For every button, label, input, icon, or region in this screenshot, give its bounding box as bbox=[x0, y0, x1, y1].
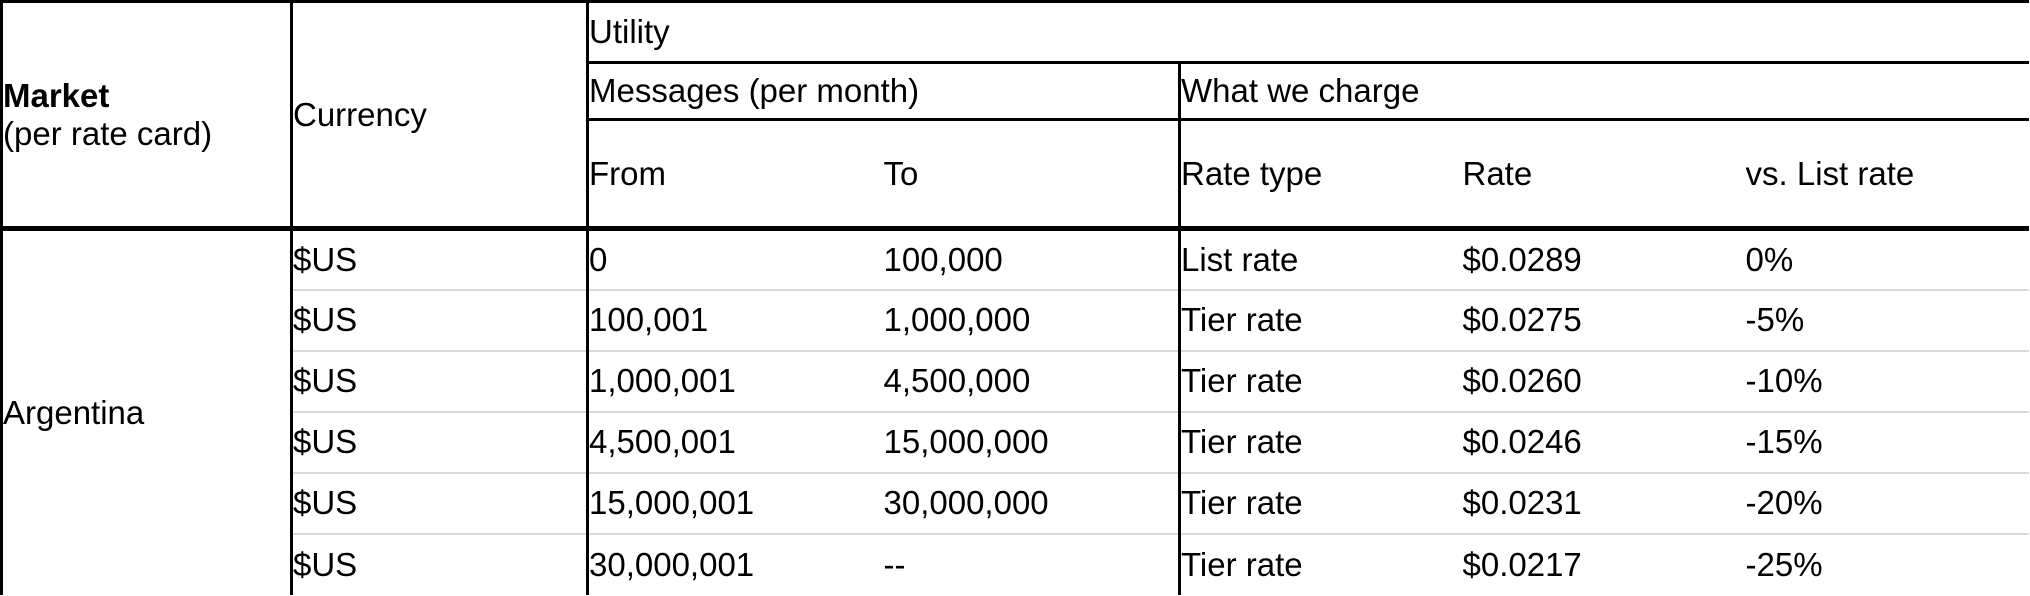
cell-to[interactable]: 15,000,000 bbox=[883, 411, 1181, 474]
cell-vs-list[interactable]: -5% bbox=[1745, 289, 2029, 352]
cell-to[interactable]: 1,000,000 bbox=[883, 289, 1181, 352]
cell-rate-type[interactable]: Tier rate bbox=[1179, 411, 1463, 474]
cell-rate[interactable]: $0.0289 bbox=[1462, 228, 1746, 291]
cell-from[interactable]: 1,000,001 bbox=[587, 350, 884, 413]
cell-rate-type[interactable]: Tier rate bbox=[1179, 289, 1463, 352]
cell-rate[interactable]: $0.0275 bbox=[1462, 289, 1746, 352]
cell-currency[interactable]: $US bbox=[291, 350, 589, 413]
cell-rate[interactable]: $0.0231 bbox=[1462, 472, 1746, 535]
market-header-line1: Market bbox=[3, 76, 110, 114]
cell-rate[interactable]: $0.0217 bbox=[1462, 545, 1582, 583]
cell-to[interactable]: 4,500,000 bbox=[883, 350, 1181, 413]
cell-rate-type[interactable]: Tier rate bbox=[1179, 350, 1463, 413]
cell-from[interactable]: 100,001 bbox=[587, 289, 884, 352]
market-header-line2: (per rate card) bbox=[3, 114, 213, 152]
cell-rate-type[interactable]: Tier rate bbox=[1181, 545, 1303, 583]
cell-vs-list[interactable]: -15% bbox=[1745, 411, 2029, 474]
cell-rate[interactable]: $0.0246 bbox=[1462, 411, 1746, 474]
cell-utility-section-header[interactable]: Utility bbox=[587, 1, 2029, 64]
cell-rate[interactable]: $0.0260 bbox=[1462, 350, 1746, 413]
cell-vs-list[interactable]: 0% bbox=[1745, 228, 2029, 291]
cell-charge-section-header[interactable]: What we charge bbox=[1179, 62, 2029, 121]
cell-from[interactable]: 4,500,001 bbox=[587, 411, 884, 474]
cell-messages-section-header[interactable]: Messages (per month) bbox=[587, 62, 1181, 121]
cell-currency[interactable]: $US bbox=[291, 228, 589, 291]
cell-vs-list[interactable]: -10% bbox=[1745, 350, 2029, 413]
cell-to[interactable]: 100,000 bbox=[883, 228, 1181, 291]
cell-from-header[interactable]: From bbox=[587, 119, 884, 231]
cell-from[interactable]: 15,000,001 bbox=[587, 472, 884, 535]
cell-currency[interactable]: $US bbox=[291, 533, 589, 595]
cell-rate-header[interactable]: Rate bbox=[1462, 119, 1746, 231]
cell-from[interactable]: 30,000,001 bbox=[589, 545, 755, 583]
cell-rate-type-header[interactable]: Rate type bbox=[1179, 119, 1463, 231]
cell-vs-list[interactable]: -25% bbox=[1745, 545, 1823, 583]
cell-currency[interactable]: $US bbox=[291, 472, 589, 535]
cell-currency[interactable]: $US bbox=[291, 411, 589, 474]
cell-currency[interactable]: $US bbox=[291, 289, 589, 352]
cell-vs-list[interactable]: -20% bbox=[1745, 472, 2029, 535]
cell-vs-list-header[interactable]: vs. List rate bbox=[1745, 119, 2029, 231]
cell-rate-type[interactable]: Tier rate bbox=[1179, 472, 1463, 535]
cell-to-header[interactable]: To bbox=[883, 119, 1181, 231]
cell-to[interactable]: -- bbox=[883, 533, 1181, 595]
cell-rate-type[interactable]: List rate bbox=[1179, 228, 1463, 291]
cell-from[interactable]: 0 bbox=[587, 228, 884, 291]
cell-to[interactable]: 30,000,000 bbox=[883, 472, 1181, 535]
cell-currency-header[interactable]: Currency bbox=[291, 1, 589, 231]
cell-market-value[interactable]: Argentina bbox=[1, 228, 293, 595]
cell-market-header[interactable]: Market (per rate card) bbox=[1, 1, 293, 231]
